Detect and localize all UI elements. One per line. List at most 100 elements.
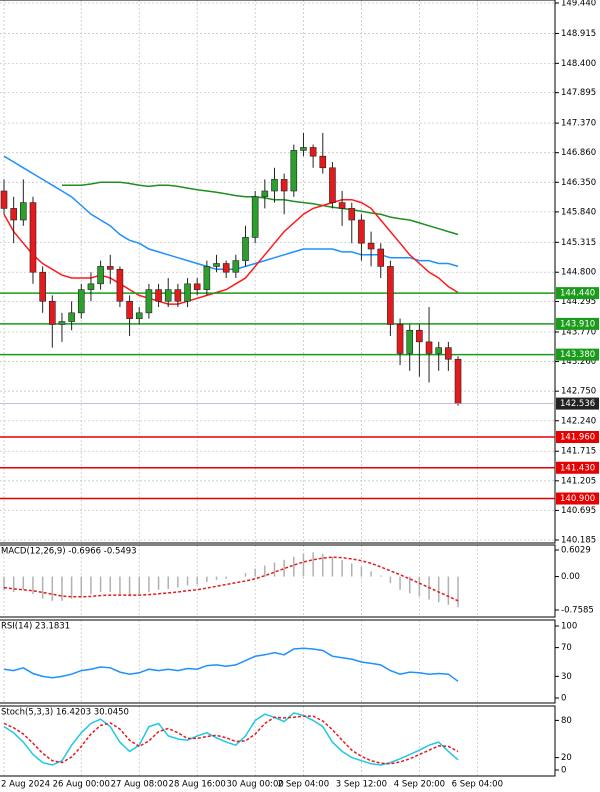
- candle-body: [155, 289, 162, 302]
- candle-body: [280, 179, 288, 192]
- y-tick-label: 140.695: [561, 506, 596, 516]
- y-tick-label: 146.860: [561, 148, 596, 158]
- level-label: 140.900: [560, 494, 595, 504]
- indicator-line: [3, 647, 459, 682]
- level-label: 144.440: [560, 289, 595, 299]
- level-label-box: [556, 461, 599, 474]
- candle-body: [358, 219, 365, 244]
- panel-frame: [0, 619, 556, 704]
- panel-frame: [0, 544, 556, 618]
- indicator-title: MACD(12,26,9) -0.6966 -0.5493: [1, 547, 137, 557]
- level-label-box: [556, 287, 599, 300]
- candle-body: [329, 167, 336, 203]
- candle-body: [106, 266, 114, 270]
- y-tick-label: 70: [561, 643, 572, 653]
- y-tick-label: 145.315: [561, 238, 596, 248]
- candle-body: [20, 202, 27, 221]
- y-tick-label: 149.440: [561, 0, 596, 9]
- candle-body: [290, 150, 298, 192]
- candle-body: [58, 321, 66, 325]
- candle-body: [29, 202, 37, 273]
- candle-body: [77, 289, 85, 314]
- y-tick-label: 145.840: [561, 207, 596, 217]
- x-tick-label: 2 Sep 04:00: [278, 780, 329, 790]
- candle-body: [251, 196, 259, 238]
- x-tick-label: 3 Sep 12:00: [336, 780, 387, 790]
- candle-body: [377, 248, 385, 267]
- candle-body: [396, 324, 404, 354]
- y-tick-label: -0.7585: [561, 606, 594, 616]
- candle-body: [97, 266, 104, 285]
- candle-body: [271, 179, 278, 192]
- y-tick-label: 141.715: [561, 447, 596, 457]
- y-tick-label: 147.370: [561, 119, 596, 129]
- x-tick-label: 6 Sep 04:00: [452, 780, 503, 790]
- candle-body: [10, 208, 17, 221]
- panel-frame: [0, 705, 556, 777]
- y-tick-label: 30: [561, 672, 572, 682]
- candle-body: [261, 190, 269, 198]
- panel-frame: [0, 0, 556, 544]
- candle-body: [193, 283, 201, 290]
- candle-body: [48, 300, 56, 325]
- y-tick-label: 147.895: [561, 88, 596, 98]
- candle-body: [87, 283, 95, 290]
- candle-body: [338, 202, 346, 209]
- candle-body: [213, 263, 220, 267]
- candle-body: [454, 358, 462, 404]
- y-tick-label: 20: [561, 753, 572, 763]
- y-tick-label: 141.205: [561, 476, 596, 486]
- level-label: 143.910: [560, 319, 595, 329]
- level-label-box: [556, 431, 599, 444]
- indicator-title: RSI(14) 23.1831: [1, 622, 70, 632]
- candle-body: [164, 289, 172, 302]
- y-tick-label: 142.240: [561, 416, 596, 426]
- level-label-box: [556, 317, 599, 330]
- candle-body: [135, 312, 143, 319]
- candle-body: [203, 266, 211, 290]
- y-tick-label: 0.00: [561, 572, 580, 582]
- level-label: 143.380: [560, 350, 595, 360]
- candle-body: [116, 269, 124, 302]
- y-tick-label: 144.295: [561, 297, 596, 307]
- y-tick-label: 148.915: [561, 29, 596, 39]
- current-price-box: [556, 397, 599, 410]
- candle-body: [68, 312, 75, 322]
- y-tick-label: 0: [561, 694, 566, 704]
- indicator-line: [3, 712, 459, 766]
- candle-body: [348, 208, 356, 221]
- current-price-label: 142.536: [560, 399, 595, 409]
- candle-body: [309, 147, 317, 157]
- y-tick-label: 143.260: [561, 357, 596, 367]
- candle-body: [387, 266, 394, 325]
- candle-body: [435, 347, 443, 354]
- x-tick-label: 26 Aug 00:00: [53, 780, 110, 790]
- y-tick-label: 148.400: [561, 59, 596, 69]
- indicator-line: [3, 198, 459, 305]
- level-label-box: [556, 348, 599, 361]
- indicator-line: [3, 556, 459, 602]
- y-tick-label: 100: [561, 622, 577, 632]
- level-label-box: [556, 492, 599, 505]
- candle-body: [39, 271, 46, 302]
- candle-body: [367, 242, 375, 250]
- candle-body: [174, 289, 182, 302]
- y-tick-label: 0.6029: [561, 546, 591, 556]
- level-label: 141.430: [560, 463, 595, 473]
- candle-body: [406, 329, 414, 354]
- candle-body: [425, 341, 433, 354]
- y-tick-label: 140.185: [561, 536, 596, 546]
- indicator-line: [3, 715, 459, 765]
- x-tick-label: 30 Aug 00:00: [226, 780, 283, 790]
- candle-body: [416, 329, 423, 343]
- x-tick-label: 2 Aug 2024: [1, 780, 50, 790]
- indicator-line: [62, 181, 459, 236]
- y-tick-label: 143.770: [561, 327, 596, 337]
- y-tick-label: 142.750: [561, 387, 596, 397]
- y-tick-label: 144.800: [561, 268, 596, 278]
- x-tick-label: 28 Aug 16:00: [169, 780, 226, 790]
- candle-body: [300, 147, 307, 151]
- candle-body: [319, 155, 327, 169]
